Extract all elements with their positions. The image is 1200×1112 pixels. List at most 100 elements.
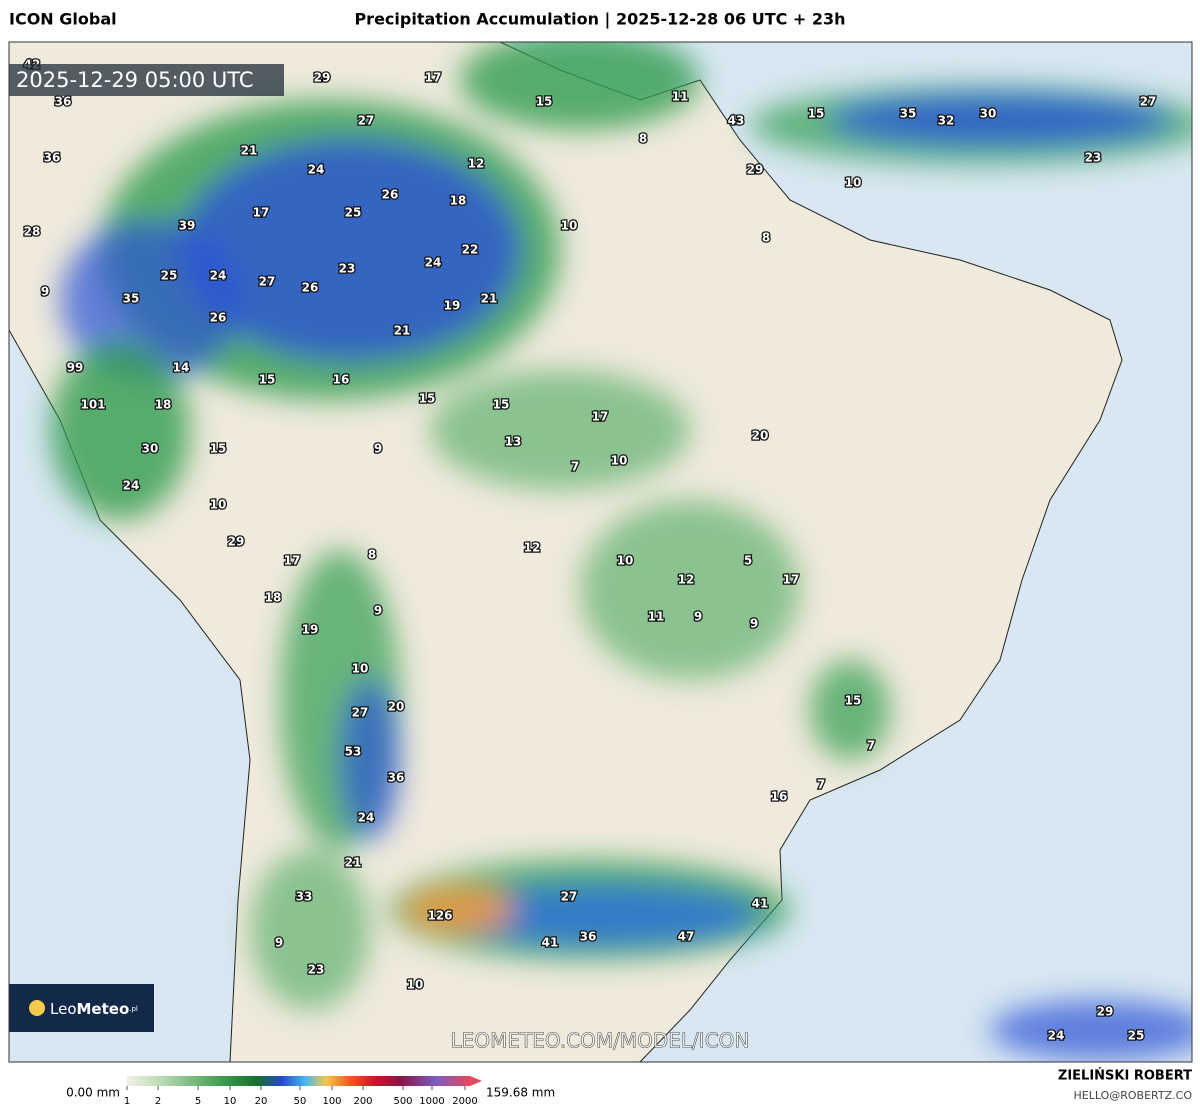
value-label: 19 — [302, 623, 319, 637]
value-label: 22 — [462, 243, 479, 257]
map-frame — [8, 41, 1193, 1063]
value-label: 30 — [980, 107, 997, 121]
value-label: 36 — [44, 151, 61, 165]
value-label: 41 — [542, 936, 559, 950]
colorbar-tick-label: 20 — [255, 1096, 268, 1107]
value-label: 12 — [678, 573, 695, 587]
valid-time: 2025-12-29 05:00 UTC — [16, 68, 254, 92]
value-label: 19 — [444, 299, 461, 313]
value-label: 12 — [468, 157, 485, 171]
map: 4229173627151143153532302721241283629231… — [9, 42, 1192, 1062]
value-label: 24 — [1048, 1029, 1065, 1043]
logo-sun — [29, 1000, 45, 1016]
value-label: 24 — [308, 163, 325, 177]
model-name: ICON Global — [9, 10, 117, 29]
author: ZIELIŃSKI ROBERT — [1058, 1068, 1192, 1084]
value-label: 24 — [358, 811, 375, 825]
value-label: 27 — [358, 114, 375, 128]
value-label: 20 — [388, 700, 405, 714]
value-label: 7 — [867, 739, 875, 753]
value-label: 25 — [345, 206, 362, 220]
value-label: 26 — [302, 281, 319, 295]
value-label: 47 — [678, 930, 695, 944]
value-label: 23 — [339, 262, 356, 276]
value-label: 15 — [259, 373, 276, 387]
value-label: 9 — [374, 604, 382, 618]
value-label: 10 — [611, 454, 628, 468]
value-label: 14 — [173, 361, 190, 375]
value-label: 24 — [210, 269, 227, 283]
value-label: 10 — [407, 978, 424, 992]
value-label: 11 — [672, 90, 689, 104]
value-label: 23 — [1085, 151, 1102, 165]
colorbar-tick-label: 2000 — [452, 1096, 477, 1107]
value-label: 21 — [481, 292, 498, 306]
colorbar-arrow — [470, 1076, 482, 1086]
value-label: 21 — [241, 144, 258, 158]
value-label: 17 — [253, 206, 270, 220]
value-label: 16 — [771, 790, 788, 804]
colorbar-tick-label: 10 — [224, 1096, 237, 1107]
value-label: 33 — [296, 890, 313, 904]
value-label: 29 — [228, 535, 245, 549]
value-label: 27 — [561, 890, 578, 904]
value-label: 29 — [1097, 1005, 1114, 1019]
value-label: 10 — [845, 176, 862, 190]
colorbar-tick-label: 200 — [353, 1096, 372, 1107]
value-label: 41 — [752, 897, 769, 911]
value-label: 8 — [762, 231, 770, 245]
title: Precipitation Accumulation | 2025-12-28 … — [354, 10, 845, 30]
value-label: 9 — [275, 936, 283, 950]
value-label: 10 — [210, 498, 227, 512]
logo-text: LeoMeteo.pl — [50, 1000, 138, 1018]
colorbar-tick-label: 1000 — [419, 1096, 444, 1107]
value-label: 8 — [639, 132, 647, 146]
value-label: 10 — [352, 662, 369, 676]
value-label: 18 — [450, 194, 467, 208]
value-label: 17 — [425, 71, 442, 85]
colorbar-tick-label: 100 — [322, 1096, 341, 1107]
value-label: 9 — [374, 442, 382, 456]
colorbar — [127, 1076, 470, 1086]
value-label: 24 — [123, 479, 140, 493]
value-label: 27 — [259, 275, 276, 289]
value-label: 99 — [67, 361, 84, 375]
value-label: 23 — [308, 963, 325, 977]
value-label: 9 — [750, 617, 758, 631]
value-label: 26 — [382, 188, 399, 202]
value-label: 9 — [41, 285, 49, 299]
value-label: 9 — [694, 610, 702, 624]
value-label: 20 — [752, 429, 769, 443]
value-label: 30 — [142, 442, 159, 456]
value-label: 101 — [80, 398, 105, 412]
value-label: 10 — [561, 219, 578, 233]
value-label: 43 — [728, 114, 745, 128]
colorbar-tick-label: 1 — [124, 1096, 130, 1107]
value-label: 18 — [155, 398, 172, 412]
value-label: 15 — [536, 95, 553, 109]
value-label: 7 — [571, 460, 579, 474]
colorbar-tick-label: 2 — [155, 1096, 161, 1107]
watermark: LEOMETEO.COM/MODEL/ICON — [451, 1029, 750, 1053]
value-label: 36 — [388, 771, 405, 785]
colorbar-tick-label: 50 — [294, 1096, 307, 1107]
value-label: 36 — [580, 930, 597, 944]
value-label: 29 — [314, 71, 331, 85]
value-label: 26 — [210, 311, 227, 325]
colorbar-tick-label: 500 — [393, 1096, 412, 1107]
value-label: 24 — [425, 256, 442, 270]
value-label: 13 — [505, 435, 522, 449]
value-label: 12 — [524, 541, 541, 555]
value-label: 36 — [55, 95, 72, 109]
value-label: 25 — [1128, 1029, 1145, 1043]
value-label: 5 — [744, 554, 752, 568]
precipitation — [50, 42, 1192, 1060]
value-label: 17 — [284, 554, 301, 568]
colorbar-tick-label: 5 — [195, 1096, 201, 1107]
value-label: 15 — [419, 392, 436, 406]
value-label: 53 — [345, 745, 362, 759]
value-label: 39 — [179, 219, 196, 233]
value-label: 17 — [592, 410, 609, 424]
value-label: 10 — [617, 554, 634, 568]
colorbar-ticks: 1 2 5 10 20 50 100 200 500 1000 2000 — [124, 1086, 478, 1107]
